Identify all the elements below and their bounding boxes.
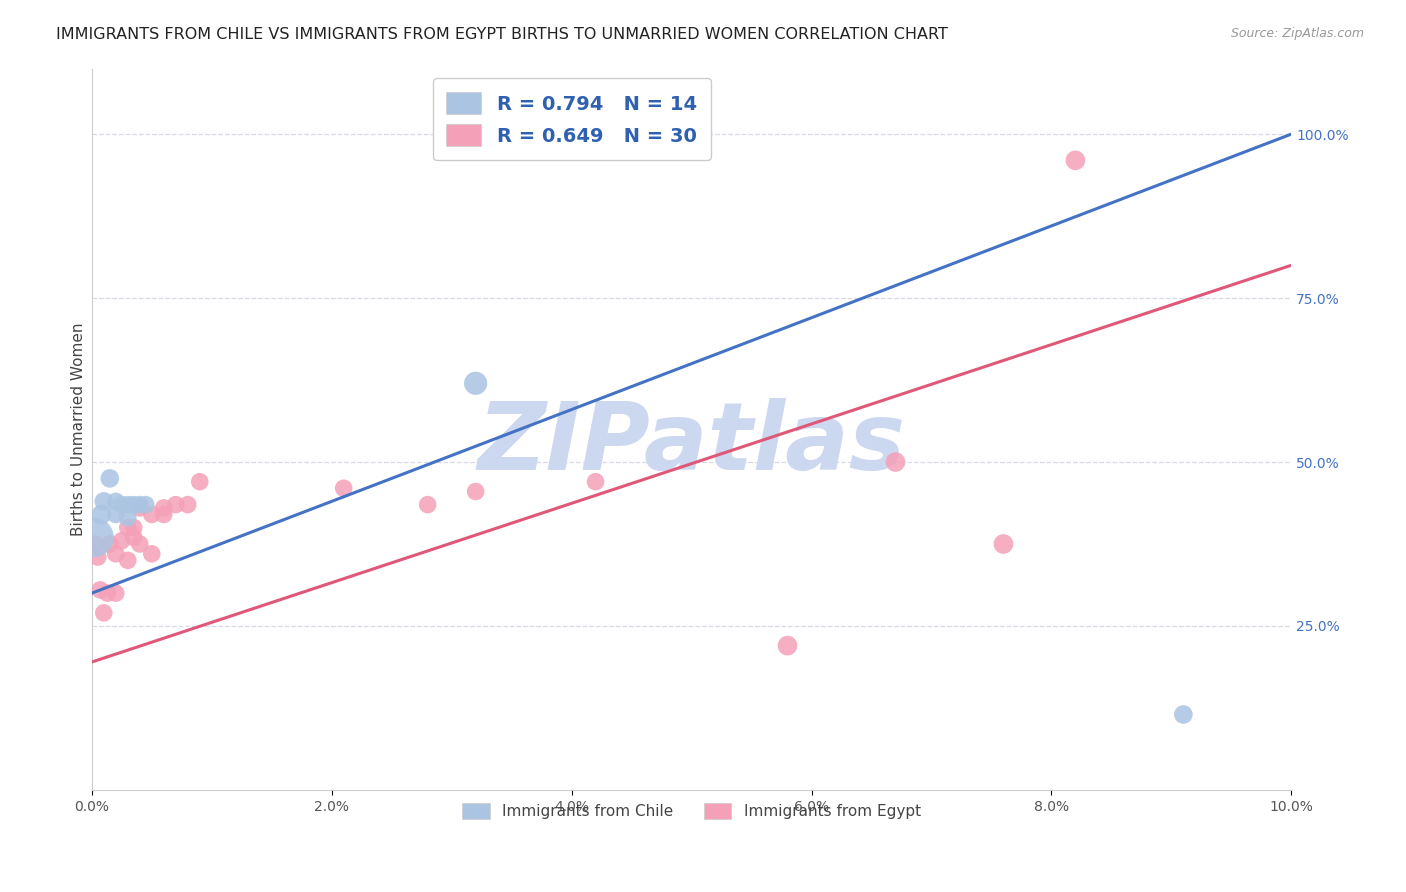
Point xyxy=(135,498,157,512)
Point xyxy=(585,475,607,489)
Point xyxy=(104,494,127,508)
Y-axis label: Births to Unmarried Women: Births to Unmarried Women xyxy=(72,323,86,536)
Point xyxy=(90,508,112,522)
Point xyxy=(152,508,174,522)
Point xyxy=(128,498,150,512)
Point xyxy=(122,498,145,512)
Point xyxy=(332,481,354,495)
Point xyxy=(93,494,115,508)
Point xyxy=(93,606,115,620)
Point xyxy=(152,500,174,515)
Point xyxy=(89,582,111,597)
Point xyxy=(104,586,127,600)
Point xyxy=(104,508,127,522)
Legend: Immigrants from Chile, Immigrants from Egypt: Immigrants from Chile, Immigrants from E… xyxy=(457,797,927,826)
Point xyxy=(1064,153,1087,168)
Point xyxy=(98,471,121,485)
Point xyxy=(416,498,439,512)
Point xyxy=(98,537,121,551)
Text: ZIPatlas: ZIPatlas xyxy=(478,398,905,490)
Point xyxy=(117,510,139,524)
Point xyxy=(464,484,486,499)
Point xyxy=(96,586,118,600)
Point xyxy=(87,550,110,565)
Point xyxy=(165,498,187,512)
Point xyxy=(111,533,134,548)
Point xyxy=(117,498,139,512)
Point xyxy=(464,376,486,391)
Point xyxy=(83,530,105,544)
Point xyxy=(993,537,1015,551)
Point xyxy=(776,639,799,653)
Point xyxy=(884,455,907,469)
Point xyxy=(111,498,134,512)
Point xyxy=(1173,707,1195,722)
Point xyxy=(128,500,150,515)
Point xyxy=(104,547,127,561)
Point xyxy=(84,537,107,551)
Point xyxy=(141,508,163,522)
Point xyxy=(188,475,211,489)
Point xyxy=(122,520,145,534)
Point xyxy=(117,520,139,534)
Point xyxy=(117,553,139,567)
Point xyxy=(141,547,163,561)
Point xyxy=(128,537,150,551)
Point xyxy=(122,530,145,544)
Point xyxy=(177,498,200,512)
Text: Source: ZipAtlas.com: Source: ZipAtlas.com xyxy=(1230,27,1364,40)
Text: IMMIGRANTS FROM CHILE VS IMMIGRANTS FROM EGYPT BIRTHS TO UNMARRIED WOMEN CORRELA: IMMIGRANTS FROM CHILE VS IMMIGRANTS FROM… xyxy=(56,27,948,42)
